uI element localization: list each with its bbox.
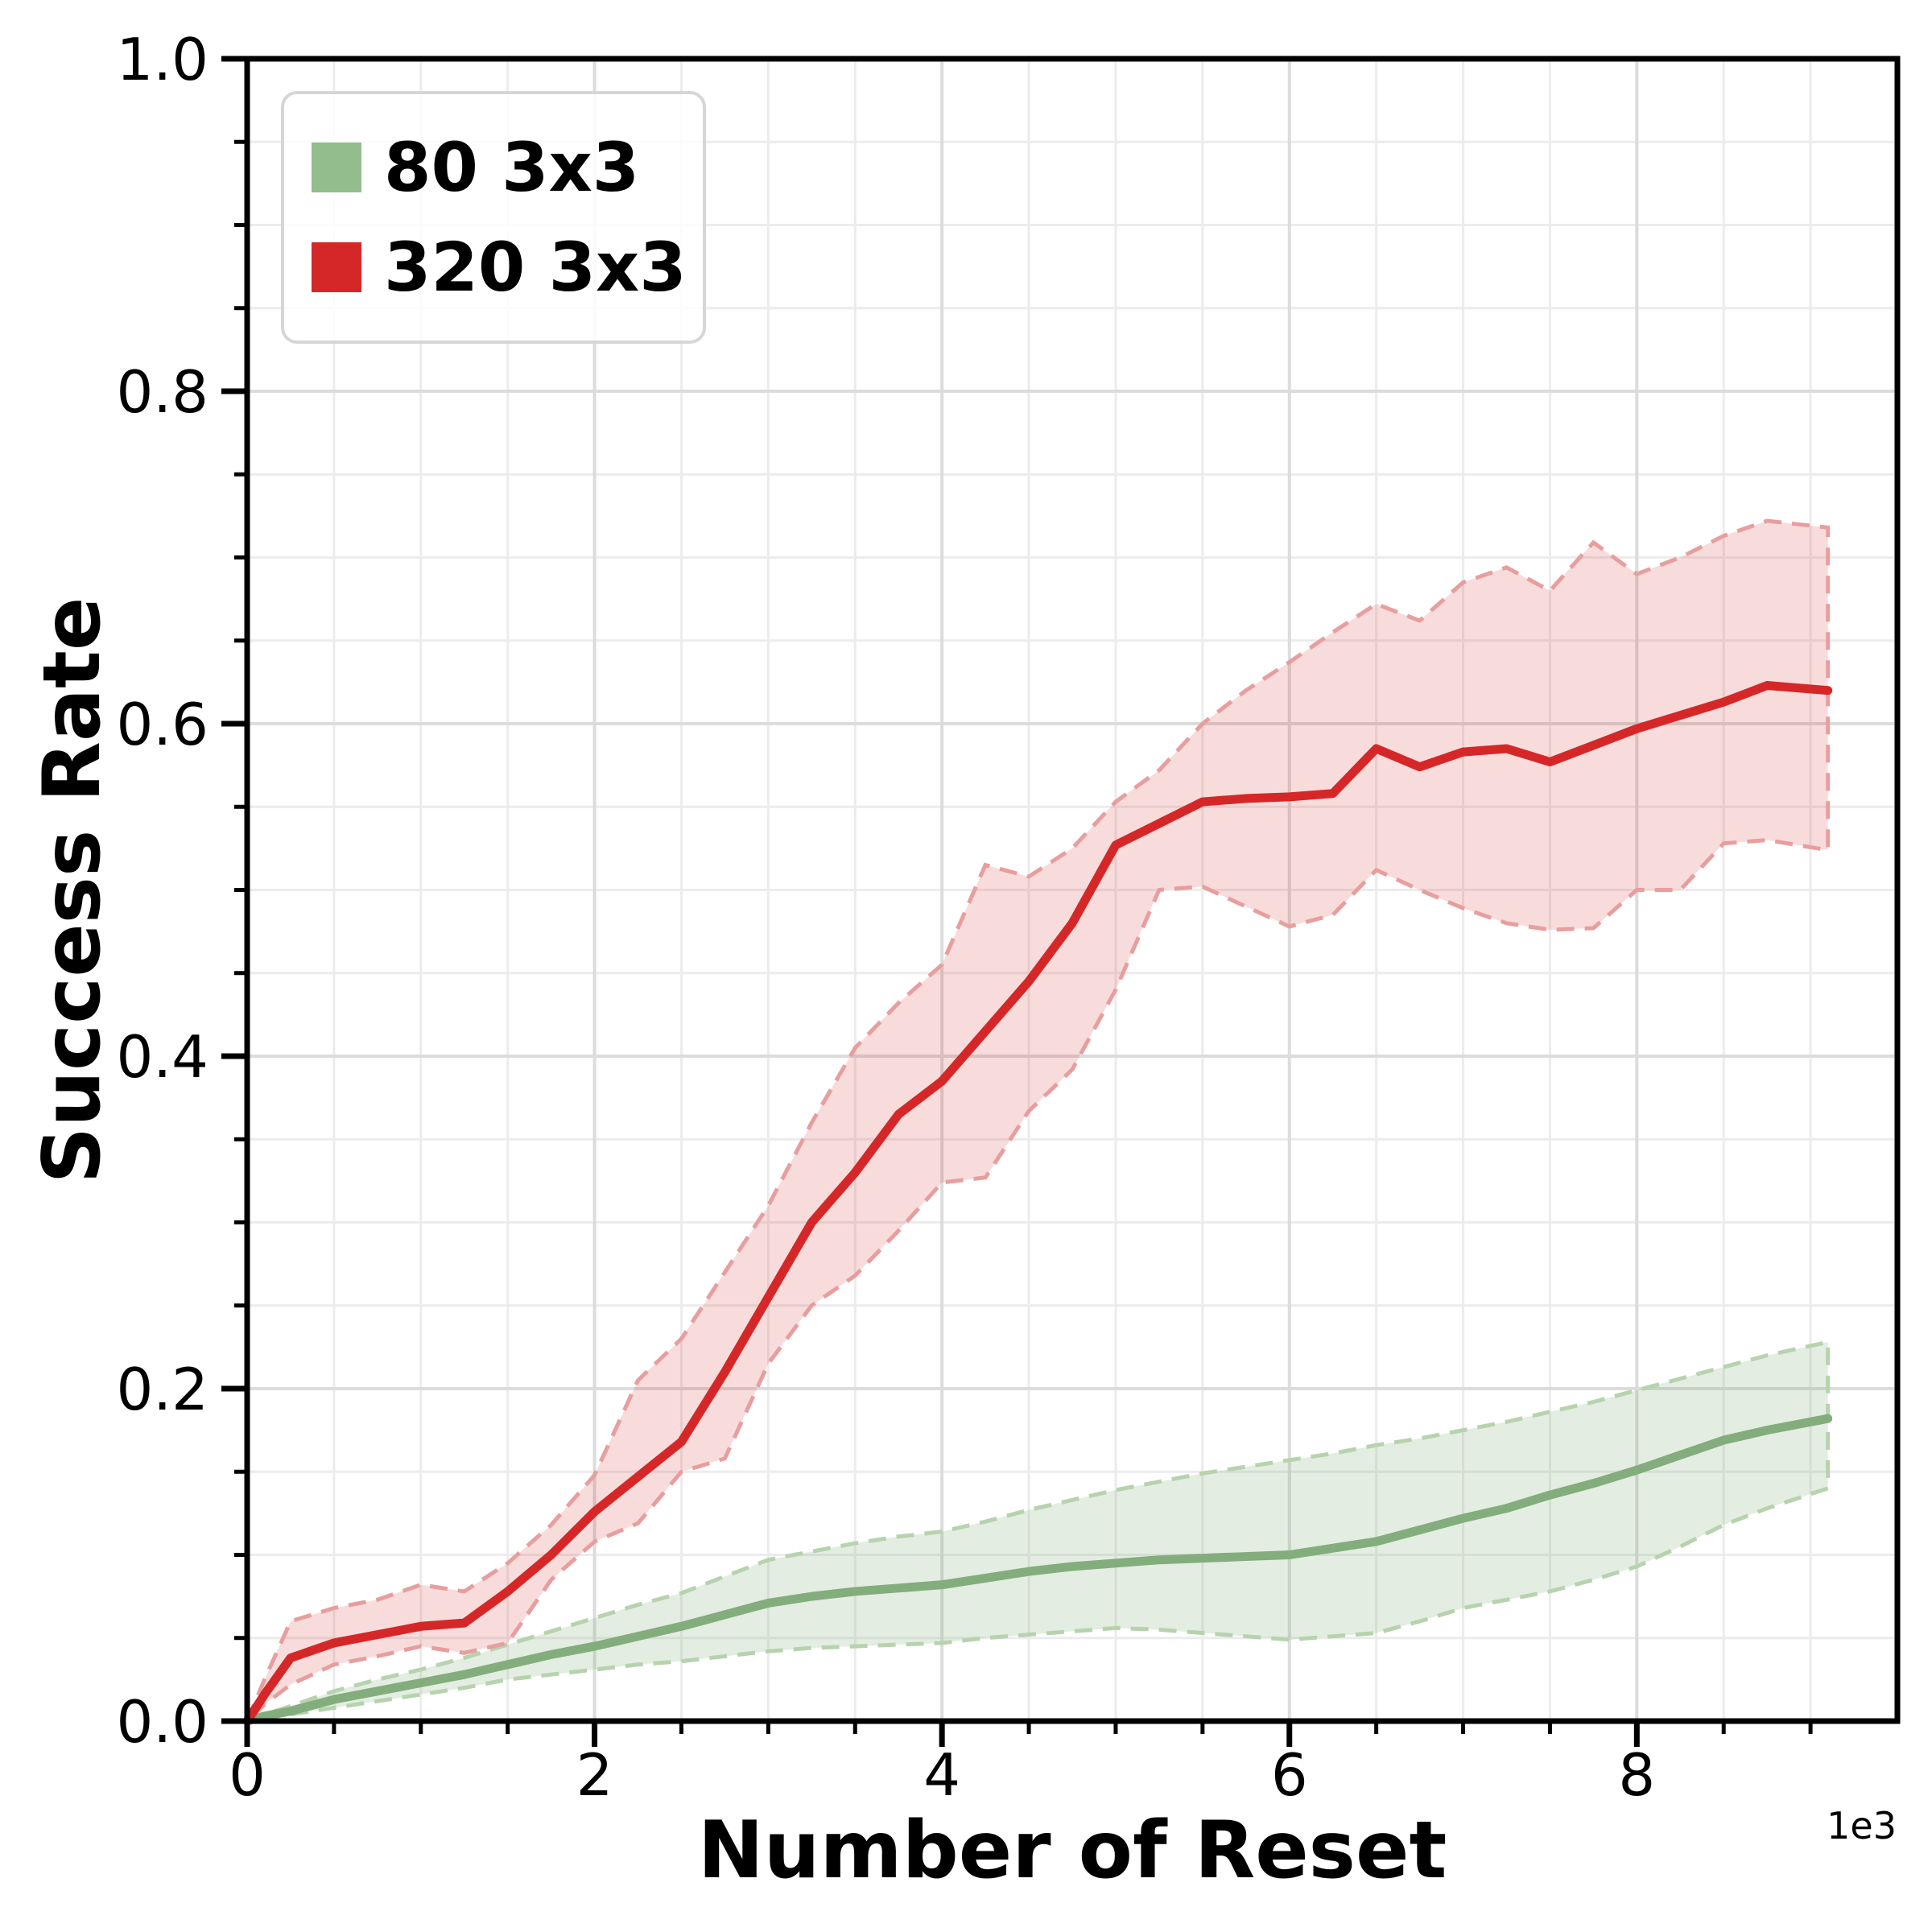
y-tick-label-0.0: 0.0	[116, 1688, 208, 1756]
x-tick-label-6: 6	[1271, 1741, 1308, 1809]
legend: 80 3x3 320 3x3	[281, 91, 706, 344]
plot-area: 0 2 4 6 8 0.0 0.2 0.4 0.6 0.8 1.0	[116, 26, 1901, 1809]
x-tick-label-0: 0	[229, 1741, 266, 1809]
legend-label-80-3x3: 80 3x3	[384, 127, 640, 207]
legend-item-80-3x3: 80 3x3	[312, 134, 675, 201]
x-tick-label-4: 4	[923, 1741, 960, 1809]
y-tick-label-0.6: 0.6	[116, 691, 208, 758]
legend-swatch-320-3x3	[312, 242, 361, 293]
x-axis-offset-label: 1e3	[1827, 1804, 1897, 1847]
legend-swatch-80-3x3	[312, 142, 361, 192]
y-tick-label-0.8: 0.8	[116, 358, 208, 426]
y-tick-label-1.0: 1.0	[116, 26, 208, 93]
y-axis-title: Success Rate	[27, 597, 118, 1184]
legend-item-320-3x3: 320 3x3	[312, 233, 687, 301]
y-tick-label-0.4: 0.4	[116, 1023, 208, 1091]
x-tick-label-2: 2	[576, 1741, 613, 1809]
x-axis-title: Number of Reset	[698, 1805, 1447, 1897]
y-tick-label-0.2: 0.2	[116, 1356, 208, 1423]
x-tick-label-8: 8	[1618, 1741, 1655, 1809]
legend-label-320-3x3: 320 3x3	[384, 228, 687, 308]
